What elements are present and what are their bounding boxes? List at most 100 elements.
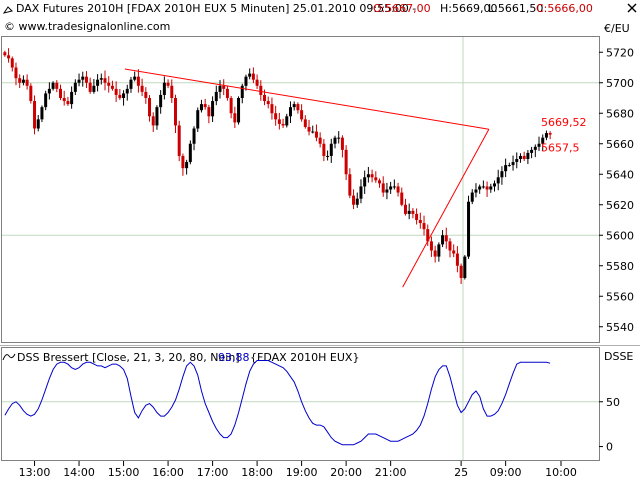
header-high: H:5669,00 bbox=[440, 2, 497, 15]
indicator-panel-frame bbox=[1, 347, 600, 461]
indicator-line-icon bbox=[2, 353, 16, 361]
indicator-header: DSS Bressert [Close, 21, 3, 20, 80, Nein… bbox=[2, 351, 359, 364]
candle-body bbox=[463, 256, 467, 278]
candle-body bbox=[392, 186, 396, 188]
candle-body bbox=[240, 85, 244, 98]
candle-body bbox=[396, 186, 400, 193]
candle-body bbox=[36, 119, 40, 129]
header-open: O:5667,00 bbox=[373, 2, 431, 15]
trendlines[interactable]: 5669,52 5657,5 bbox=[124, 68, 587, 288]
candle-body bbox=[196, 110, 200, 129]
lower-trendline-label: 5657,5 bbox=[541, 142, 580, 155]
time-tick-label: 10:00 bbox=[545, 466, 577, 479]
candle-body bbox=[66, 101, 70, 105]
indicator-unit-label: DSSE bbox=[604, 350, 633, 363]
price-tick-label: 5580 bbox=[606, 260, 634, 273]
candle-body bbox=[10, 58, 14, 68]
candle-body bbox=[437, 244, 441, 257]
price-tick-label: 5620 bbox=[606, 199, 634, 212]
candle-body bbox=[136, 76, 140, 86]
header-low: L:5661,50 bbox=[488, 2, 543, 15]
dss-line bbox=[4, 360, 551, 446]
candle-body bbox=[314, 131, 318, 138]
candle-body bbox=[485, 186, 489, 190]
candle-body bbox=[166, 82, 170, 86]
candle-body bbox=[229, 98, 233, 114]
candle-body bbox=[444, 235, 448, 242]
upper-trendline[interactable] bbox=[124, 68, 489, 130]
price-tick-label: 5640 bbox=[606, 168, 634, 181]
indicator-instrument: {FDAX 2010H EUX} bbox=[250, 351, 359, 364]
candle-body bbox=[21, 79, 25, 83]
time-tick-label: 17:00 bbox=[197, 466, 229, 479]
candle-body bbox=[214, 91, 218, 102]
price-tick-label: 5540 bbox=[606, 321, 634, 334]
candle-body bbox=[263, 94, 267, 102]
candle-body bbox=[207, 107, 211, 117]
candle-body bbox=[537, 143, 541, 147]
candle-body bbox=[81, 76, 85, 80]
candle-body bbox=[96, 79, 100, 86]
candlesticks bbox=[3, 48, 552, 285]
candle-body bbox=[77, 79, 81, 83]
candle-body bbox=[155, 107, 159, 126]
candle-body bbox=[300, 110, 304, 120]
price-tick-label: 5720 bbox=[606, 46, 634, 59]
watermark: © www.tradesignalonline.com bbox=[4, 20, 170, 33]
price-panel-frame bbox=[1, 36, 600, 343]
chart-header: DAX Futures 2010H [FDAX 2010H EUX 5 Minu… bbox=[2, 2, 638, 33]
candle-body bbox=[378, 180, 382, 184]
candle-body bbox=[73, 82, 77, 92]
candle-body bbox=[47, 88, 51, 94]
candle-body bbox=[329, 143, 333, 156]
candle-body bbox=[211, 101, 215, 117]
candle-body bbox=[322, 143, 326, 156]
candle-body bbox=[118, 94, 122, 98]
candle-body bbox=[222, 85, 226, 89]
candle-body bbox=[381, 183, 385, 193]
header-title: DAX Futures 2010H [FDAX 2010H EUX 5 Minu… bbox=[16, 2, 416, 15]
candle-body bbox=[285, 116, 289, 126]
candle-body bbox=[363, 177, 367, 187]
candle-body bbox=[318, 137, 322, 144]
candle-body bbox=[452, 250, 456, 254]
candle-body bbox=[133, 76, 137, 80]
candle-body bbox=[110, 85, 114, 89]
candle-body bbox=[426, 229, 430, 242]
candle-body bbox=[162, 82, 166, 95]
candle-body bbox=[418, 220, 422, 224]
candle-body bbox=[244, 76, 248, 86]
candle-body bbox=[429, 241, 433, 251]
candle-body bbox=[411, 210, 415, 214]
candle-body bbox=[185, 162, 189, 169]
candle-body bbox=[270, 104, 274, 114]
candle-body bbox=[511, 162, 515, 166]
indicator-tick-label: 50 bbox=[606, 396, 620, 409]
candle-body bbox=[170, 85, 174, 98]
price-tick-label: 5600 bbox=[606, 229, 634, 242]
candle-body bbox=[18, 78, 22, 83]
time-axis: 13:00 14:00 15:00 16:00 17:00 18:00 19:00 20:00… bbox=[19, 461, 577, 479]
candle-body bbox=[541, 137, 545, 144]
candle-body bbox=[522, 155, 526, 159]
candle-body bbox=[333, 137, 337, 144]
candle-body bbox=[188, 143, 192, 163]
price-tick-label: 5660 bbox=[606, 138, 634, 151]
candle-body bbox=[493, 183, 497, 187]
indicator-title: DSS Bressert [Close, 21, 3, 20, 80, Nein… bbox=[17, 351, 240, 364]
indicator-grid bbox=[2, 348, 599, 460]
candle-body bbox=[326, 155, 330, 157]
candle-body bbox=[55, 82, 59, 89]
close-x-icon[interactable] bbox=[626, 2, 638, 14]
candle-body bbox=[374, 177, 378, 181]
candle-body bbox=[415, 213, 419, 220]
candle-body bbox=[481, 186, 485, 188]
candle-body bbox=[58, 88, 62, 98]
candle-body bbox=[441, 235, 445, 245]
candle-body bbox=[422, 223, 426, 230]
candle-body bbox=[515, 159, 519, 163]
candle-body bbox=[403, 204, 407, 214]
candle-body bbox=[99, 78, 103, 80]
price-tick-label: 5700 bbox=[606, 77, 634, 90]
lower-trendline[interactable] bbox=[402, 128, 490, 288]
